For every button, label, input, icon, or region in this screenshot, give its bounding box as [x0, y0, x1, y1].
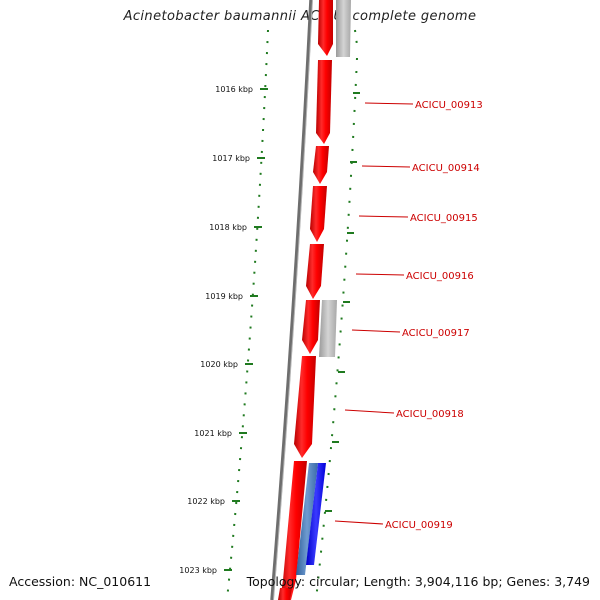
gene-labels: ACICU_00913 ACICU_00914 ACICU_00915 ACIC…	[385, 100, 483, 531]
scale-ticks	[224, 88, 268, 571]
outer-ring-top	[354, 29, 358, 46]
label-leaders	[334, 102, 414, 525]
gene-label[interactable]: ACICU_00918	[396, 409, 464, 420]
tick-label: 1023 kbp	[179, 566, 217, 575]
tick-label: 1018 kbp	[209, 223, 247, 232]
gene-arrow[interactable]	[316, 60, 332, 144]
accession-text: Accession: NC_010611	[9, 574, 152, 589]
gene-arrow[interactable]	[302, 300, 320, 354]
outer-ring-right	[315, 57, 358, 600]
gene-arrow[interactable]	[294, 356, 316, 458]
tick-label: 1016 kbp	[215, 85, 253, 94]
genome-title: Acinetobacter baumannii ACICU, complete …	[123, 9, 477, 24]
outer-ring-marks	[325, 92, 360, 512]
gene-label[interactable]: ACICU_00919	[385, 520, 453, 531]
tick-label: 1017 kbp	[212, 154, 250, 163]
gene-arrow[interactable]	[313, 146, 329, 184]
tick-label: 1022 kbp	[187, 497, 225, 506]
tick-label: 1020 kbp	[200, 360, 238, 369]
backbone-line	[270, 0, 313, 600]
steel-feature[interactable]	[296, 463, 318, 575]
gene-label[interactable]: ACICU_00913	[415, 100, 483, 111]
gene-features[interactable]	[278, 0, 351, 600]
gene-label[interactable]: ACICU_00916	[406, 271, 474, 282]
tick-label: 1019 kbp	[205, 292, 243, 301]
gray-feature[interactable]	[319, 300, 337, 357]
gray-feature[interactable]	[336, 0, 351, 57]
gene-arrow-partial[interactable]	[278, 588, 292, 600]
gene-arrow[interactable]	[280, 461, 307, 600]
scale-labels: 1016 kbp 1017 kbp 1018 kbp 1019 kbp 1020…	[179, 85, 253, 575]
backbone-highlight	[273, 0, 313, 600]
gene-arrow[interactable]	[306, 244, 324, 299]
topology-text: Topology: circular; Length: 3,904,116 bp…	[246, 574, 590, 589]
gene-label[interactable]: ACICU_00914	[412, 163, 480, 174]
gene-label[interactable]: ACICU_00917	[402, 328, 470, 339]
gene-arrow-partial[interactable]	[318, 0, 333, 56]
ruler-ring-left	[226, 29, 269, 600]
blue-feature[interactable]	[306, 463, 326, 565]
gene-arrow[interactable]	[310, 186, 327, 242]
gene-label[interactable]: ACICU_00915	[410, 213, 478, 224]
tick-label: 1021 kbp	[194, 429, 232, 438]
